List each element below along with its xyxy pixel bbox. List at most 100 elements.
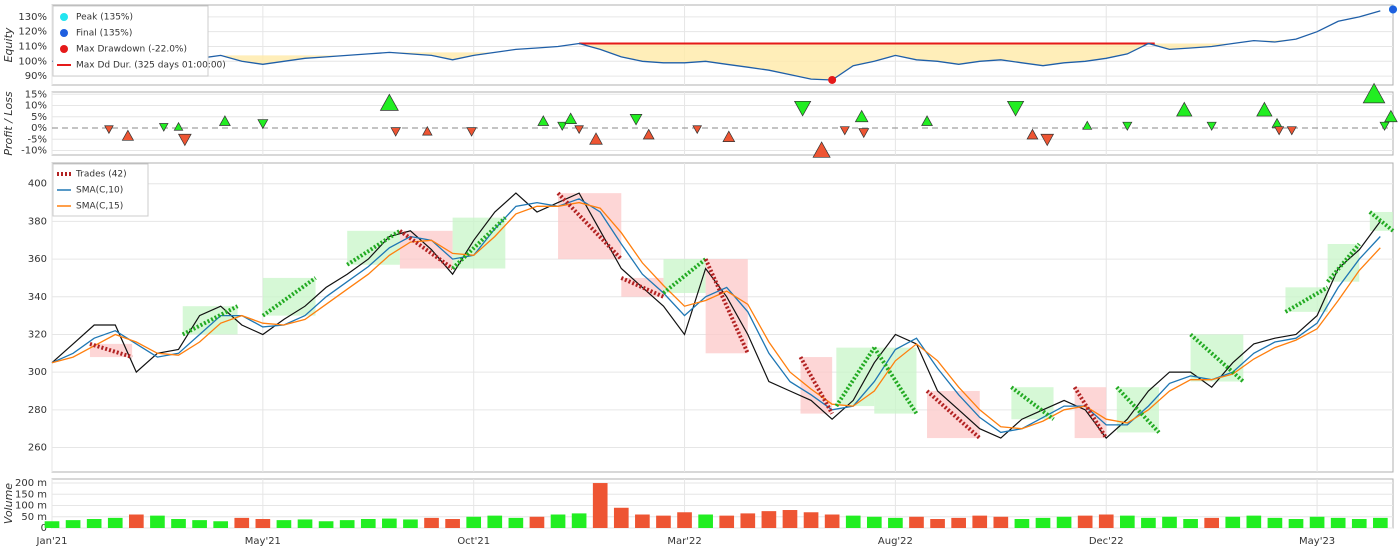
y-tick-label: -10% <box>21 146 47 157</box>
drawdown-area <box>52 10 1381 80</box>
trade-line <box>89 341 133 359</box>
legend-marker <box>60 29 68 37</box>
trade-pnl <box>1122 121 1133 131</box>
y-axis-label: Equity <box>2 27 15 62</box>
trade-line <box>1284 285 1329 314</box>
y-tick-label: 100 m <box>15 501 47 512</box>
trade-pnl <box>158 123 169 132</box>
volume-bar <box>403 519 418 528</box>
volume-bar <box>339 520 355 528</box>
x-tick-label: Dec'22 <box>1089 536 1124 547</box>
trade-pnl <box>104 125 114 135</box>
volume-bar <box>171 519 186 528</box>
trade-pnl <box>1082 120 1093 130</box>
volume-bar <box>487 515 503 528</box>
volume-bar <box>150 515 165 528</box>
trade-line <box>1326 242 1361 283</box>
volume-bar <box>1098 514 1114 528</box>
volume-bar <box>1373 517 1388 528</box>
trade-pnl <box>629 114 643 126</box>
volume-bar <box>656 515 671 528</box>
trade-pnl <box>854 109 869 123</box>
trade-pnl <box>1040 133 1055 147</box>
trade-range <box>927 390 980 439</box>
volume-bar <box>508 517 524 528</box>
trade-range <box>1369 211 1393 231</box>
volume-bar <box>909 516 924 528</box>
trade-line <box>1368 210 1395 233</box>
trade-pnl <box>257 119 269 130</box>
volume-bar <box>1288 519 1304 528</box>
volume-bar <box>550 514 566 528</box>
volume-bar <box>1141 517 1156 528</box>
legend-label: SMA(C,10) <box>76 186 123 196</box>
legend-label: SMA(C,15) <box>76 202 123 212</box>
x-tick-label: Aug'22 <box>878 536 913 547</box>
trade-pnl <box>1206 121 1217 131</box>
trade-pnl <box>1379 121 1390 131</box>
y-tick-label: 10% <box>25 101 47 112</box>
volume-bar <box>466 516 482 528</box>
trade-pnl <box>1026 128 1039 140</box>
y-tick-label: 0% <box>31 123 47 134</box>
legend-marker <box>60 45 68 53</box>
trade-range <box>705 259 748 354</box>
volume-bar <box>761 511 777 528</box>
trade-pnl <box>793 100 812 117</box>
volume-bar <box>635 514 650 528</box>
sma-line <box>51 201 1381 430</box>
panel-frame <box>51 91 1394 156</box>
volume-bar <box>1014 519 1030 528</box>
volume-bar <box>698 514 713 528</box>
volume-bar <box>866 516 882 528</box>
trade-pnl <box>1006 100 1025 117</box>
volume-bar <box>993 516 1009 528</box>
volume-bar <box>951 517 966 528</box>
trade-pnl <box>642 128 655 140</box>
volume-bar <box>129 514 144 528</box>
y-tick-label: 320 <box>28 329 47 340</box>
x-tick-label: May'21 <box>245 536 281 547</box>
volume-bar <box>930 519 945 528</box>
trade-line <box>1072 386 1108 440</box>
volume-bar <box>529 516 545 528</box>
trade-pnl <box>921 115 933 126</box>
trade-pnl <box>466 127 477 137</box>
y-tick-label: 100% <box>18 56 47 67</box>
volume-bar <box>318 521 334 528</box>
trade-line <box>872 346 919 415</box>
y-tick-label: 400 <box>28 179 47 190</box>
x-tick-label: Mar'22 <box>667 536 701 547</box>
volume-bar <box>234 517 250 528</box>
y-tick-label: 200 m <box>15 478 47 489</box>
legend-box <box>52 5 209 77</box>
trade-pnl <box>121 129 135 141</box>
equity-marker <box>1389 5 1397 14</box>
volume-bar <box>1204 517 1220 528</box>
volume-bar <box>86 519 102 528</box>
volume-bar <box>1309 516 1325 528</box>
volume-bar <box>1246 515 1262 528</box>
trade-pnl <box>1271 117 1283 128</box>
trade-pnl <box>574 125 584 135</box>
trade-pnl <box>722 130 736 142</box>
trade-pnl <box>379 93 399 111</box>
legend-label: Peak (135%) <box>76 13 133 23</box>
volume-bar <box>276 520 292 528</box>
volume-bar <box>740 513 756 528</box>
y-tick-label: 340 <box>28 292 47 303</box>
volume-bar <box>424 517 439 528</box>
y-tick-label: 150 m <box>15 489 47 500</box>
y-tick-label: 120% <box>18 27 47 38</box>
trade-line <box>798 356 834 415</box>
volume-bar <box>1056 516 1072 528</box>
trade-pnl <box>1286 126 1297 136</box>
trade-pnl <box>390 127 401 137</box>
volume-bar <box>972 515 988 528</box>
legend-label: Final (135%) <box>76 29 132 39</box>
volume-bar <box>1162 516 1177 528</box>
volume-bar <box>65 520 81 528</box>
volume-bar <box>44 521 60 528</box>
